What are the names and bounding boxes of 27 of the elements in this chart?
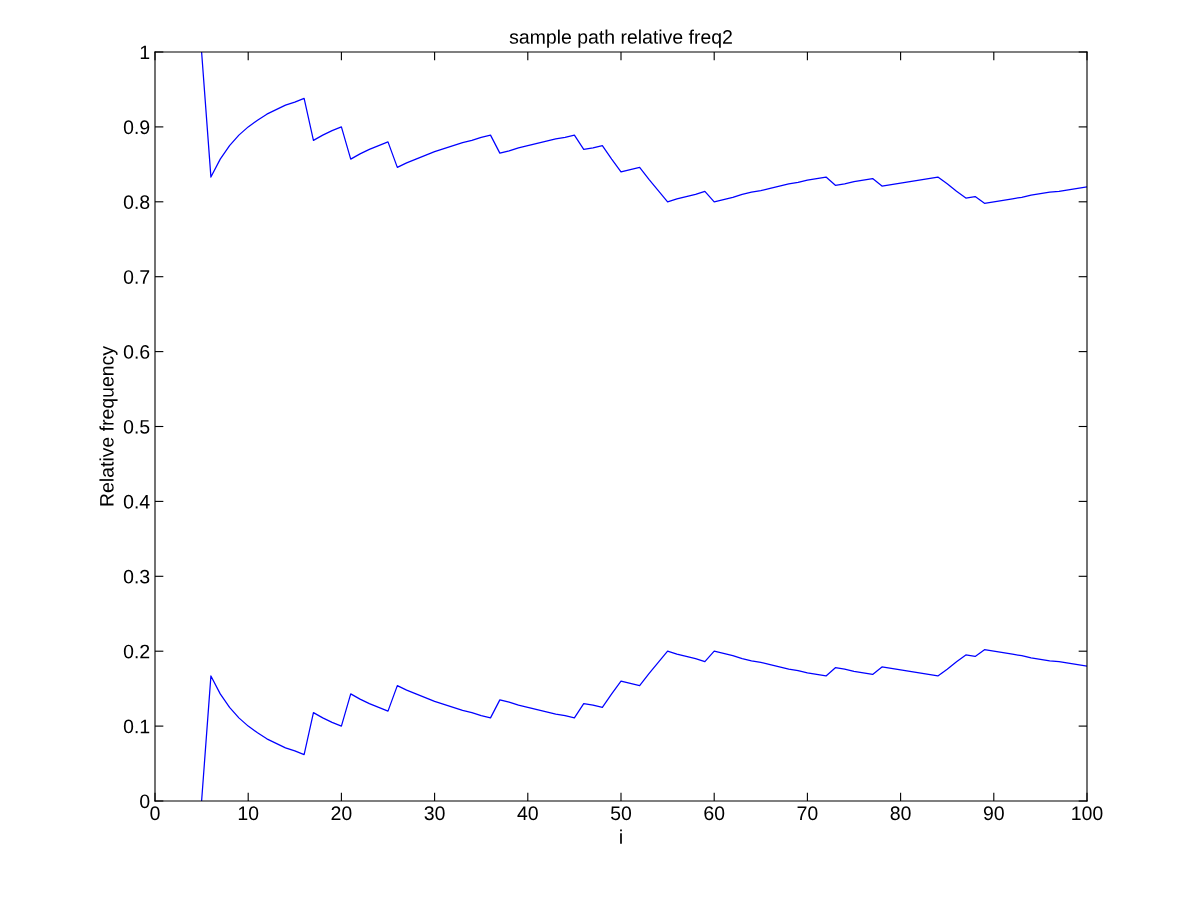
x-tick-label: 90	[983, 806, 1004, 821]
line-series	[200, 649, 1087, 801]
y-tick-label: 0.7	[123, 270, 150, 284]
y-tick-label: 0.8	[123, 195, 150, 210]
x-tick-label: 10	[238, 806, 259, 821]
x-tick-label: 100	[1072, 806, 1103, 821]
x-tick-label: 80	[890, 806, 911, 821]
y-tick-label: 0.4	[123, 494, 150, 509]
y-tick-label: 0.1	[123, 719, 150, 734]
x-axis-title: i	[620, 829, 622, 844]
x-tick-label: 30	[424, 806, 445, 821]
y-tick-label: 0.9	[123, 120, 150, 135]
x-tick-label: 40	[517, 806, 538, 821]
x-tick-label: 60	[704, 806, 725, 821]
x-tick-label: 70	[797, 806, 818, 821]
chart-title: sample path relative freq2	[509, 29, 732, 48]
x-tick-label: 20	[331, 806, 352, 821]
y-tick-label: 0.2	[123, 644, 150, 659]
x-tick-label: 50	[610, 806, 632, 821]
y-tick-label: 0.6	[123, 345, 150, 359]
y-tick-label: 0.5	[123, 419, 150, 434]
line-series	[200, 52, 1087, 204]
y-tick-label: 0.3	[123, 569, 150, 584]
y-tick-label: 1	[140, 45, 150, 60]
y-axis-title: Relative frequency	[99, 346, 118, 506]
x-tick-label: 0	[150, 806, 160, 821]
y-tick-label: 0	[140, 794, 150, 809]
